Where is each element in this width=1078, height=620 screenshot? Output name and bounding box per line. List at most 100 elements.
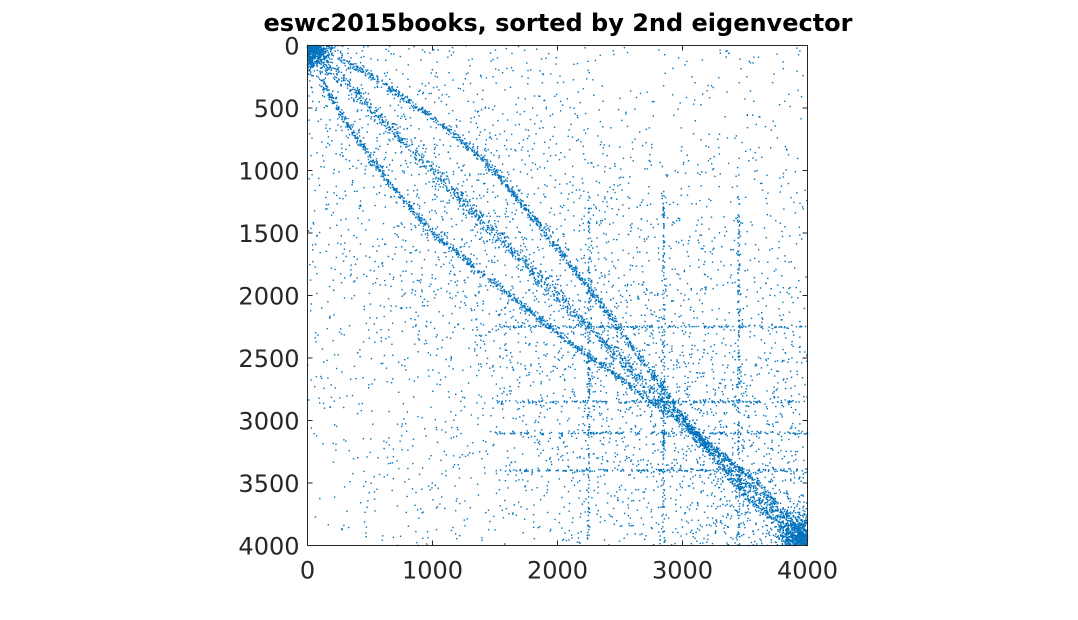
nonzero-point <box>478 214 480 217</box>
nonzero-point <box>373 111 375 114</box>
nonzero-point <box>552 135 554 138</box>
nonzero-point <box>746 305 748 307</box>
nonzero-point <box>345 194 347 197</box>
nonzero-point <box>506 119 509 121</box>
nonzero-point <box>773 270 776 272</box>
nonzero-point <box>495 383 498 385</box>
nonzero-point <box>367 106 369 108</box>
nonzero-point <box>691 353 693 355</box>
nonzero-point <box>471 213 474 215</box>
nonzero-point <box>623 436 626 438</box>
nonzero-point <box>722 337 725 340</box>
nonzero-point <box>625 391 627 393</box>
nonzero-point <box>543 495 545 497</box>
nonzero-point <box>796 361 798 363</box>
nonzero-point <box>362 210 364 212</box>
nonzero-point <box>799 517 801 519</box>
nonzero-point <box>475 209 478 211</box>
nonzero-point <box>658 331 661 334</box>
nonzero-point <box>410 228 413 231</box>
nonzero-point <box>469 258 471 260</box>
nonzero-point <box>763 414 765 417</box>
nonzero-point <box>478 451 481 453</box>
nonzero-point <box>504 251 507 253</box>
nonzero-point <box>634 334 636 336</box>
nonzero-point <box>407 78 409 80</box>
nonzero-point <box>611 311 613 313</box>
nonzero-point <box>708 228 710 230</box>
nonzero-point <box>489 430 492 433</box>
nonzero-point <box>605 233 607 236</box>
nonzero-point <box>606 460 608 462</box>
nonzero-point <box>385 75 387 77</box>
nonzero-point <box>515 209 517 211</box>
nonzero-point <box>632 328 635 330</box>
nonzero-point <box>349 275 352 277</box>
nonzero-point <box>793 482 795 484</box>
nonzero-point <box>458 166 460 169</box>
nonzero-point <box>690 356 692 358</box>
nonzero-point <box>709 435 711 438</box>
nonzero-point <box>389 128 392 130</box>
nonzero-point <box>564 295 566 297</box>
nonzero-point <box>649 335 651 337</box>
nonzero-point <box>425 172 427 175</box>
nonzero-point <box>730 264 732 266</box>
nonzero-point <box>371 383 373 385</box>
nonzero-point <box>793 476 796 479</box>
nonzero-point <box>730 249 733 251</box>
nonzero-point <box>416 150 419 152</box>
nonzero-point <box>583 318 586 321</box>
nonzero-point <box>480 323 482 325</box>
nonzero-point <box>572 311 575 313</box>
nonzero-point <box>754 170 756 172</box>
nonzero-point <box>701 372 704 374</box>
nonzero-point <box>485 334 487 336</box>
nonzero-point <box>630 314 632 317</box>
nonzero-point <box>799 320 801 323</box>
nonzero-point <box>464 138 466 140</box>
nonzero-point <box>630 284 632 286</box>
nonzero-point <box>522 259 524 262</box>
nonzero-point <box>772 425 774 427</box>
nonzero-point <box>772 423 774 425</box>
nonzero-point <box>332 55 335 57</box>
nonzero-point <box>534 435 536 438</box>
nonzero-point <box>416 509 419 511</box>
nonzero-point <box>572 331 575 334</box>
nonzero-point <box>439 178 441 181</box>
nonzero-point <box>487 528 490 531</box>
nonzero-point <box>624 284 626 287</box>
nonzero-point <box>639 92 642 95</box>
nonzero-point <box>687 435 689 437</box>
nonzero-point <box>627 515 629 517</box>
nonzero-point <box>771 247 773 250</box>
nonzero-point <box>496 260 499 262</box>
nonzero-point <box>603 144 605 146</box>
nonzero-point <box>720 426 722 428</box>
nonzero-point <box>590 317 592 319</box>
nonzero-point <box>401 295 403 297</box>
nonzero-point <box>564 446 566 448</box>
nonzero-point <box>551 463 553 466</box>
nonzero-point <box>673 222 675 224</box>
nonzero-point <box>438 89 440 91</box>
nonzero-point <box>463 204 465 206</box>
nonzero-point <box>546 224 548 227</box>
nonzero-point <box>355 94 357 96</box>
nonzero-point <box>331 61 334 64</box>
nonzero-point <box>524 365 526 367</box>
nonzero-point <box>560 285 562 287</box>
nonzero-point <box>698 358 701 361</box>
nonzero-point <box>746 230 748 233</box>
nonzero-point <box>330 69 332 72</box>
nonzero-point <box>460 390 463 392</box>
nonzero-point <box>696 419 698 421</box>
nonzero-point <box>698 362 700 364</box>
nonzero-point <box>504 144 506 147</box>
nonzero-point <box>374 260 376 263</box>
nonzero-point <box>452 526 454 529</box>
nonzero-point <box>322 402 325 404</box>
nonzero-point <box>323 166 325 168</box>
nonzero-point <box>770 503 772 505</box>
